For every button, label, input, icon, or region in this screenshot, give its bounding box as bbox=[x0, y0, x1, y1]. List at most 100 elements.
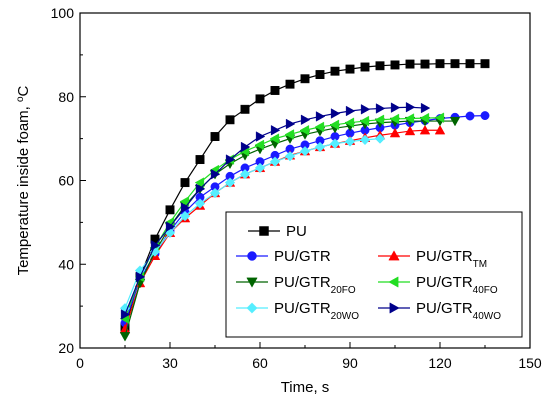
data-point bbox=[330, 108, 341, 119]
data-point bbox=[300, 74, 310, 84]
data-point bbox=[269, 133, 280, 144]
data-point bbox=[315, 70, 325, 80]
data-point bbox=[329, 119, 340, 131]
x-axis-ticks: 0 30 60 90 120 150 bbox=[76, 342, 542, 371]
data-point bbox=[360, 104, 371, 115]
data-point bbox=[225, 154, 236, 165]
legend-label-name: PU/GTR bbox=[274, 274, 331, 291]
y-axis-label-text: Temperature inside foam, bbox=[15, 102, 32, 275]
data-point bbox=[420, 59, 430, 69]
data-point bbox=[344, 136, 356, 147]
data-point bbox=[210, 168, 221, 180]
legend-label: PU/GTR20FO bbox=[274, 274, 356, 296]
data-point bbox=[449, 116, 461, 127]
data-point bbox=[284, 151, 296, 162]
x-tick-label: 150 bbox=[518, 355, 542, 371]
data-point bbox=[344, 117, 355, 128]
legend-label-subscript: TM bbox=[473, 259, 487, 270]
series-5 bbox=[119, 133, 386, 314]
data-point bbox=[150, 240, 161, 251]
data-point bbox=[284, 129, 295, 140]
legend-label-name: PU/GTR bbox=[274, 300, 331, 317]
data-point bbox=[165, 221, 176, 232]
data-point bbox=[405, 101, 416, 113]
legend-label-subscript: 20WO bbox=[331, 311, 360, 322]
data-point bbox=[419, 124, 431, 135]
data-point bbox=[299, 146, 311, 157]
legend-label-subscript: 20FO bbox=[331, 285, 356, 296]
data-point bbox=[480, 59, 490, 69]
data-point bbox=[404, 125, 416, 136]
data-point bbox=[194, 177, 205, 188]
data-point bbox=[180, 202, 191, 213]
data-point bbox=[315, 111, 326, 122]
series-line bbox=[124, 117, 441, 319]
data-point bbox=[405, 59, 415, 69]
y-tick-label: 80 bbox=[58, 89, 74, 105]
data-point bbox=[254, 139, 265, 151]
data-point bbox=[314, 141, 326, 153]
data-point bbox=[299, 124, 310, 136]
data-point bbox=[375, 103, 386, 114]
data-point bbox=[239, 169, 251, 180]
legend-label: PU/GTR bbox=[274, 248, 331, 265]
data-point bbox=[210, 132, 220, 141]
data-point bbox=[390, 102, 401, 113]
legend-label: PU/GTR40WO bbox=[416, 300, 501, 322]
legend-label: PU bbox=[286, 223, 307, 240]
y-tick-label: 40 bbox=[58, 256, 74, 272]
data-point bbox=[329, 138, 341, 149]
data-point bbox=[359, 134, 371, 146]
data-point bbox=[135, 271, 146, 283]
y-tick-label: 60 bbox=[58, 173, 74, 189]
legend-entry-0: PU bbox=[248, 223, 307, 240]
legend-label: PU/GTRTM bbox=[416, 248, 487, 270]
y-axis-ticks: 20 40 60 80 100 bbox=[51, 5, 86, 356]
legend-marker bbox=[389, 302, 400, 314]
data-point bbox=[194, 198, 206, 209]
data-point bbox=[179, 210, 191, 222]
legend-entry-5: PU/GTR20WO bbox=[236, 300, 359, 322]
legend-entry-6: PU/GTR40WO bbox=[378, 300, 501, 322]
data-point bbox=[179, 196, 190, 207]
data-point bbox=[165, 205, 175, 215]
data-point bbox=[389, 127, 401, 138]
data-point bbox=[359, 115, 370, 127]
data-point bbox=[240, 141, 251, 153]
legend-marker bbox=[388, 276, 399, 288]
data-point bbox=[285, 79, 295, 89]
x-tick-label: 60 bbox=[252, 355, 268, 371]
data-point bbox=[254, 162, 266, 174]
data-point bbox=[255, 131, 266, 142]
data-point bbox=[209, 187, 221, 199]
legend-label-name: PU/GTR bbox=[416, 248, 473, 265]
data-point bbox=[195, 155, 205, 165]
data-point bbox=[404, 113, 415, 124]
x-tick-label: 0 bbox=[76, 355, 84, 371]
legend-entry-2: PU/GTRTM bbox=[378, 248, 487, 270]
legend-entry-1: PU/GTR bbox=[236, 248, 331, 265]
data-point bbox=[375, 61, 385, 71]
data-point bbox=[390, 60, 400, 70]
data-point bbox=[300, 114, 311, 126]
data-point bbox=[360, 62, 370, 72]
data-point bbox=[450, 59, 460, 69]
data-point bbox=[269, 156, 281, 167]
x-tick-label: 90 bbox=[342, 355, 358, 371]
x-tick-label: 120 bbox=[428, 355, 452, 371]
legend-label: PU/GTR20WO bbox=[274, 300, 359, 322]
legend-label-subscript: 40FO bbox=[473, 285, 498, 296]
data-point bbox=[224, 177, 236, 188]
data-point bbox=[119, 332, 131, 342]
legend-label-subscript: 40WO bbox=[473, 311, 502, 322]
legend-label-name: PU bbox=[286, 223, 307, 240]
y-axis-label: Temperature inside foam, oC bbox=[15, 85, 33, 275]
data-point bbox=[389, 113, 400, 125]
legend-label: PU/GTR40FO bbox=[416, 274, 498, 296]
legend-marker bbox=[388, 250, 400, 261]
series-0 bbox=[120, 59, 490, 332]
data-point bbox=[314, 121, 325, 133]
data-point bbox=[270, 124, 281, 136]
legend-entry-3: PU/GTR20FO bbox=[236, 274, 356, 296]
